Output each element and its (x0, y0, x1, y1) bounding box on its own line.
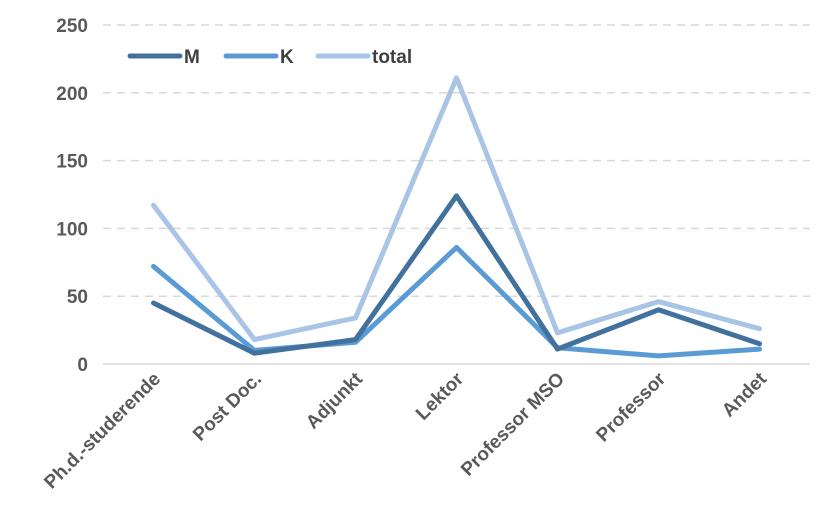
x-tick-label: Ph.d.-studerende (40, 369, 165, 494)
legend-label-m: M (184, 47, 200, 68)
x-tick-label: Lektor (412, 368, 468, 424)
x-tick-label: Andet (718, 368, 771, 421)
series-line-m (151, 193, 762, 356)
y-tick-label: 250 (56, 16, 88, 37)
x-tick-label: Professor MSO (457, 369, 569, 481)
series-line-k (151, 244, 762, 359)
x-tick-label: Post Doc. (189, 369, 266, 446)
y-axis-tick-labels: 0 50 100 150 200 250 (56, 16, 88, 376)
x-tick-label: Adjunkt (302, 368, 367, 433)
x-axis-tick-labels: Ph.d.-studerende Post Doc. Adjunkt LektorPr… (40, 368, 771, 493)
legend-label-total: total (372, 47, 412, 68)
y-tick-label: 100 (56, 219, 88, 240)
y-tick-label: 50 (67, 287, 88, 308)
legend-label-k: K (280, 47, 294, 68)
x-tick-label: Professor (592, 368, 670, 446)
y-tick-label: 200 (56, 84, 88, 105)
y-tick-label: 0 (77, 355, 88, 376)
series-lines (151, 75, 762, 359)
y-tick-label: 150 (56, 152, 88, 173)
series-line-total (151, 75, 762, 343)
